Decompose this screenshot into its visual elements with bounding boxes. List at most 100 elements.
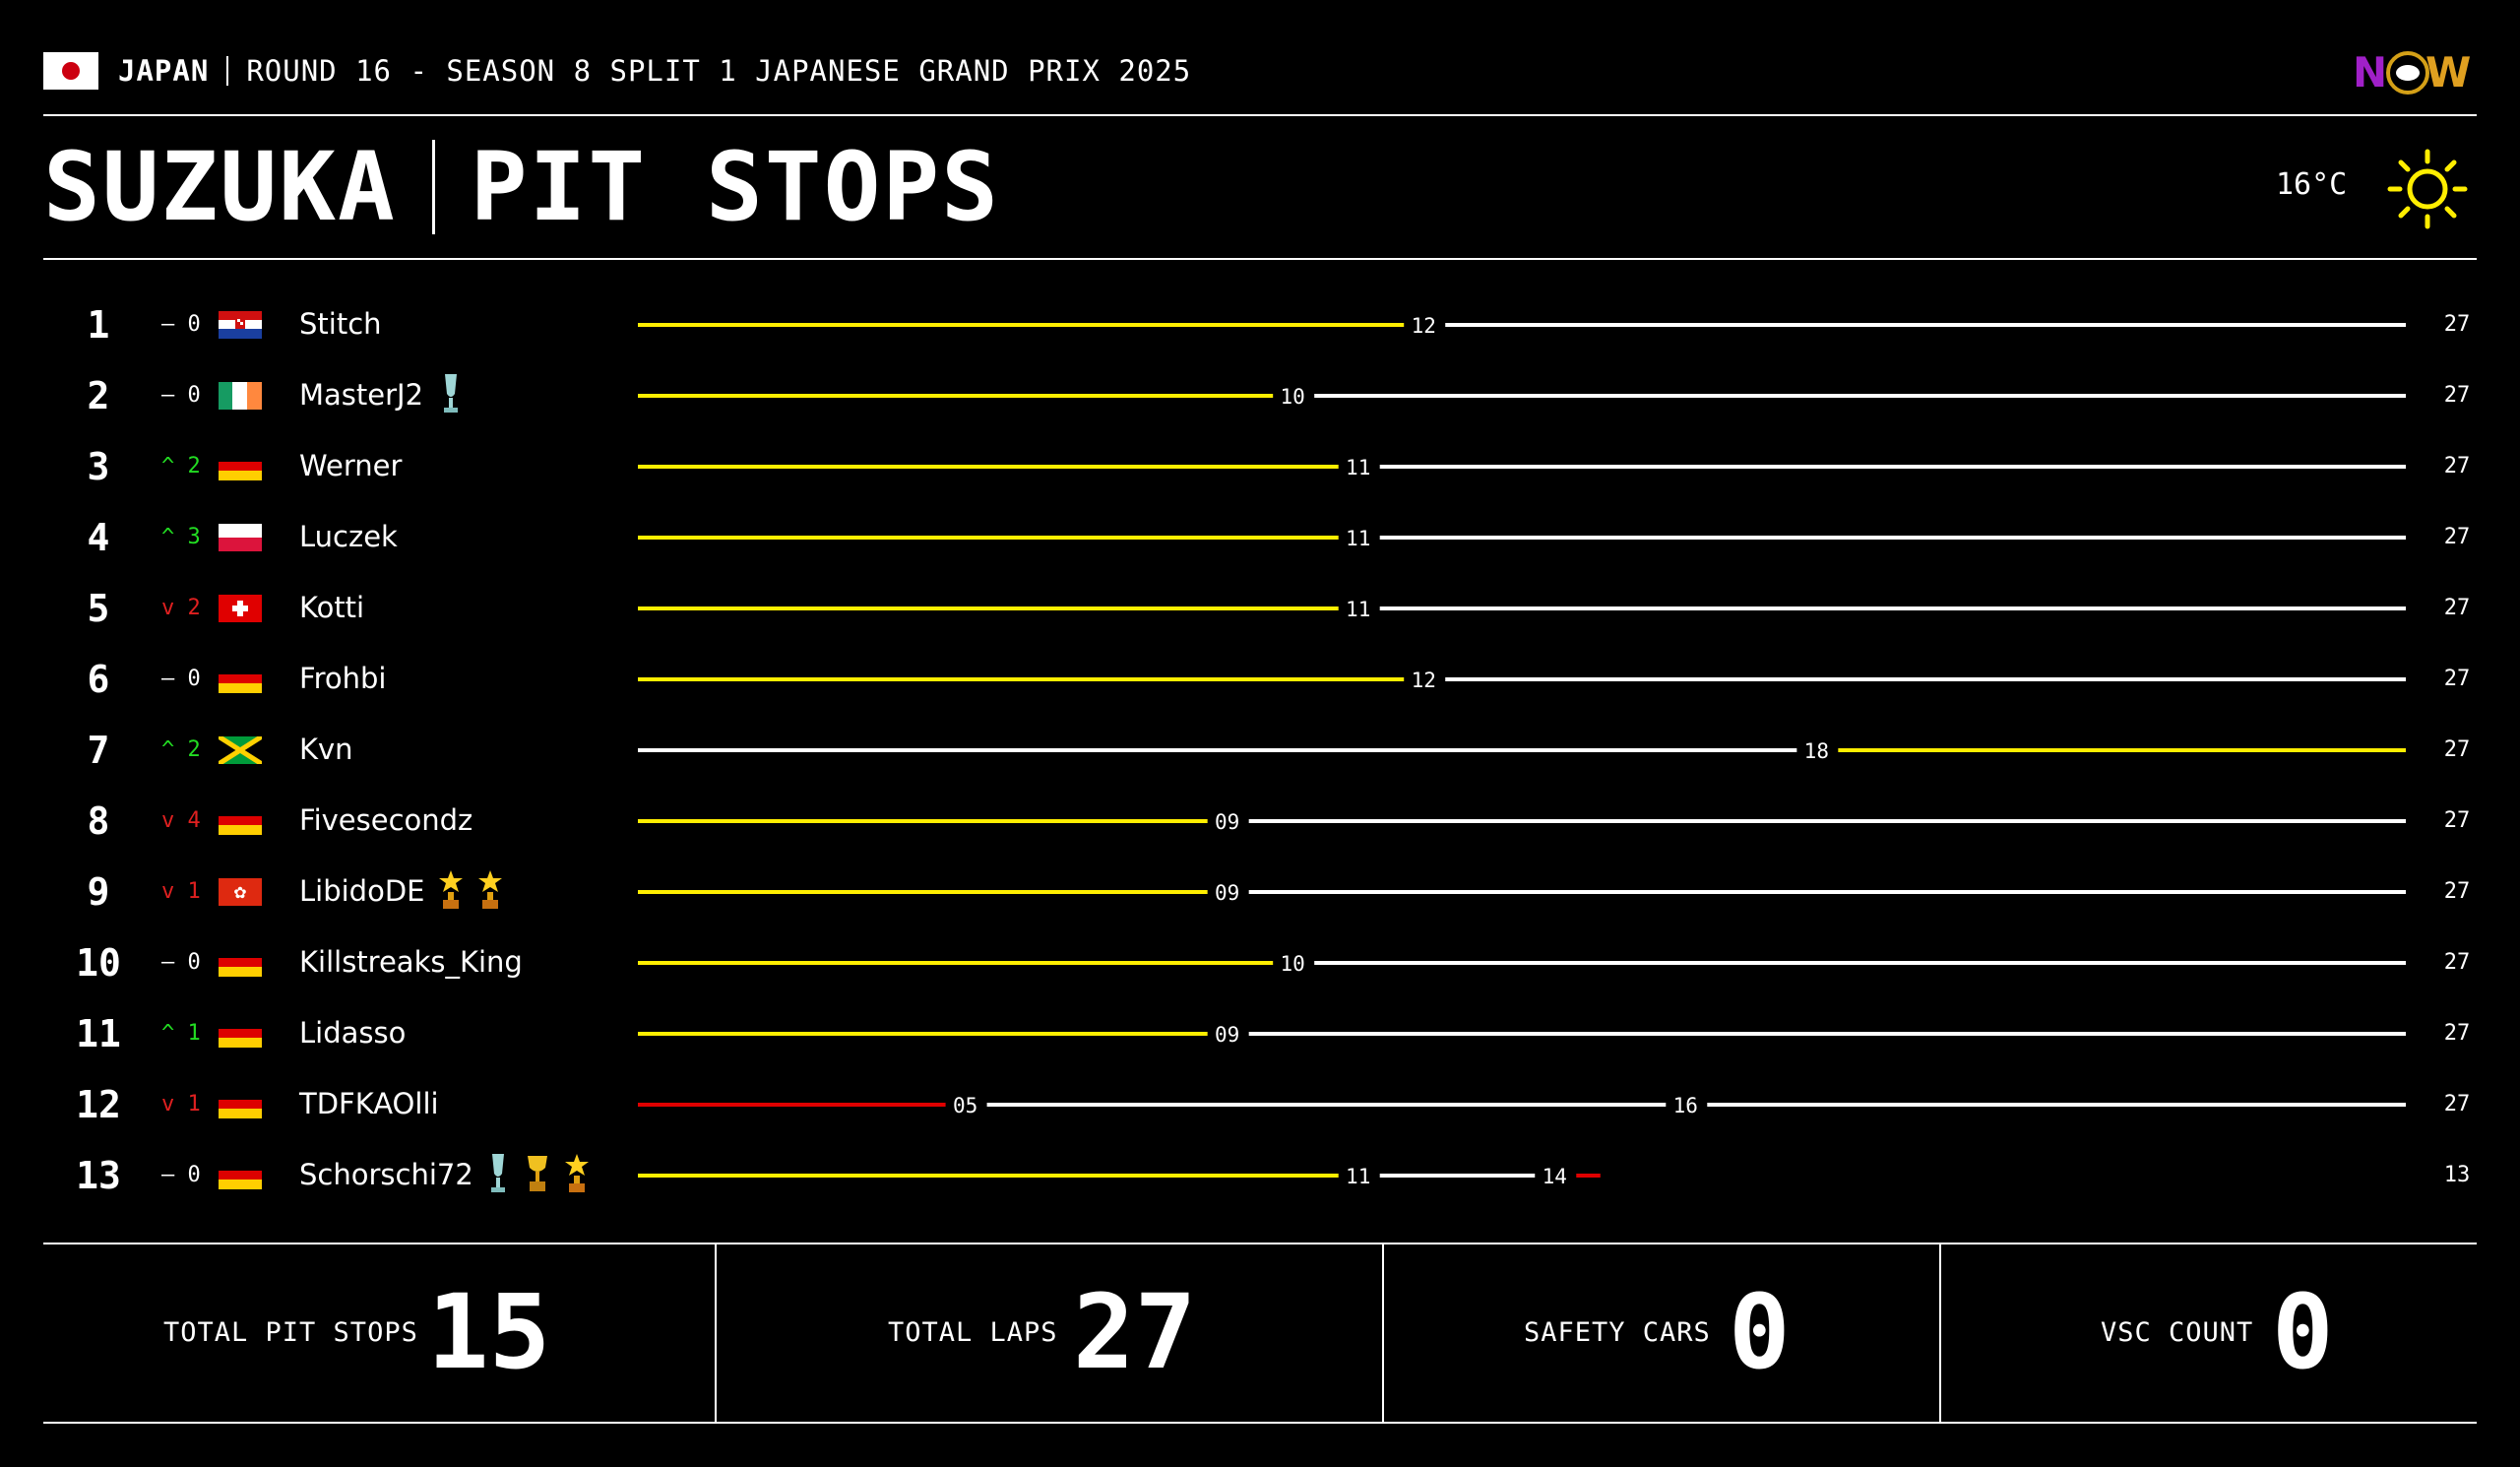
driver-name: Killstreaks_King: [299, 945, 523, 979]
position-change: ^ 2: [161, 454, 201, 478]
driver-name: Kotti: [299, 591, 365, 624]
temperature: 16°C: [2276, 167, 2348, 202]
svg-text:N: N: [2353, 48, 2387, 96]
track-name: SUZUKA: [43, 132, 397, 242]
pit-lap-label: 10: [1281, 385, 1305, 409]
position-change: – 0: [161, 667, 201, 691]
position-change: v 1: [161, 879, 201, 904]
stat-label-pit-stops: TOTAL PIT STOPS: [163, 1317, 418, 1348]
driver-name: TDFKAOlli: [299, 1087, 439, 1120]
country-name: JAPAN: [118, 54, 210, 88]
position-number: 12: [76, 1083, 121, 1126]
pit-lap-label: 11: [1346, 598, 1370, 621]
stat-value-laps: 27: [1073, 1272, 1197, 1392]
laps-completed: 27: [2443, 1021, 2471, 1046]
gold-trophy-icon: [524, 1152, 551, 1202]
position-change: – 0: [161, 383, 201, 408]
driver-name: Kvn: [299, 733, 353, 766]
position-change: – 0: [161, 312, 201, 337]
stat-value-pit-stops: 15: [427, 1272, 551, 1392]
germany-flag-icon: [219, 1091, 262, 1118]
svg-text:W: W: [2426, 48, 2471, 96]
pit-lap-label: 12: [1412, 669, 1436, 692]
position-number: 9: [87, 870, 110, 914]
page-title: SUZUKA PIT STOPS: [43, 138, 1000, 236]
germany-flag-icon: [219, 1020, 262, 1048]
title-rule: [43, 258, 2477, 260]
germany-flag-icon: [219, 453, 262, 480]
position-change: v 4: [161, 808, 201, 833]
driver-name: Werner: [299, 449, 403, 482]
germany-flag-icon: [219, 666, 262, 693]
now-logo: N W: [2353, 37, 2471, 102]
round-title: ROUND 16 - SEASON 8 SPLIT 1 JAPANESE GRA…: [246, 54, 1192, 88]
position-change: v 2: [161, 596, 201, 620]
stats-top-rule: [43, 1243, 2477, 1244]
position-change: ^ 3: [161, 525, 201, 549]
title-divider: [431, 140, 435, 234]
pit-lap-label: 16: [1673, 1094, 1698, 1117]
header-bar: JAPAN ROUND 16 - SEASON 8 SPLIT 1 JAPANE…: [43, 49, 1191, 93]
stat-label-vsc: VSC COUNT: [2101, 1317, 2254, 1348]
stats-bottom-rule: [43, 1422, 2477, 1424]
position-number: 2: [87, 374, 110, 417]
laps-completed: 27: [2443, 950, 2471, 975]
stats-divider: [715, 1243, 717, 1422]
pit-lap-label: 05: [953, 1094, 977, 1117]
stat-value-vsc: 0: [2272, 1272, 2334, 1392]
germany-flag-icon: [219, 807, 262, 835]
laps-completed: 13: [2443, 1163, 2471, 1187]
star-trophy-icon: [563, 1152, 591, 1202]
laps-completed: 27: [2443, 667, 2471, 691]
star-trophy-icon: [437, 868, 465, 919]
sun-icon: [2386, 148, 2469, 230]
stats-divider: [1382, 1243, 1384, 1422]
header-divider: [226, 56, 229, 86]
stats-divider: [1939, 1243, 1941, 1422]
driver-name: Schorschi72: [299, 1158, 473, 1191]
driver-name: MasterJ2: [299, 378, 424, 412]
driver-name: Frohbi: [299, 662, 387, 695]
stat-label-safety-cars: SAFETY CARS: [1524, 1317, 1711, 1348]
position-number: 10: [76, 941, 121, 985]
position-number: 4: [87, 516, 110, 559]
position-number: 1: [87, 303, 110, 347]
laps-completed: 27: [2443, 737, 2471, 762]
header-rule: [43, 114, 2477, 116]
driver-name: LibidoDE: [299, 874, 425, 908]
germany-flag-icon: [219, 1162, 262, 1189]
hongkong-flag-icon: ✿: [219, 878, 262, 906]
laps-completed: 27: [2443, 454, 2471, 478]
pit-lap-label: 09: [1215, 810, 1239, 834]
ireland-flag-icon: [219, 382, 262, 410]
position-change: ^ 1: [161, 1021, 201, 1046]
position-number: 5: [87, 587, 110, 630]
position-change: v 1: [161, 1092, 201, 1116]
laps-completed: 27: [2443, 525, 2471, 549]
laps-completed: 27: [2443, 383, 2471, 408]
pit-lap-label: 11: [1346, 527, 1370, 550]
star-trophy-icon: [476, 868, 504, 919]
position-change: – 0: [161, 950, 201, 975]
pit-lap-label: 14: [1543, 1165, 1567, 1188]
svg-text:✿: ✿: [233, 883, 246, 902]
position-change: ^ 2: [161, 737, 201, 762]
position-number: 3: [87, 445, 110, 488]
pit-lap-label: 09: [1215, 1023, 1239, 1047]
position-change: – 0: [161, 1163, 201, 1187]
laps-completed: 27: [2443, 1092, 2471, 1116]
pit-lap-label: 12: [1412, 314, 1436, 338]
pit-lap-label: 11: [1346, 456, 1370, 479]
driver-name: Lidasso: [299, 1016, 407, 1050]
position-number: 13: [76, 1154, 121, 1197]
switzerland-flag-icon: [219, 595, 262, 622]
position-number: 7: [87, 729, 110, 772]
position-number: 8: [87, 799, 110, 843]
laps-completed: 27: [2443, 312, 2471, 337]
pit-lap-label: 10: [1281, 952, 1305, 976]
poland-flag-icon: [219, 524, 262, 551]
stat-value-safety-cars: 0: [1729, 1272, 1791, 1392]
laps-completed: 27: [2443, 596, 2471, 620]
jamaica-flag-icon: [217, 734, 264, 767]
